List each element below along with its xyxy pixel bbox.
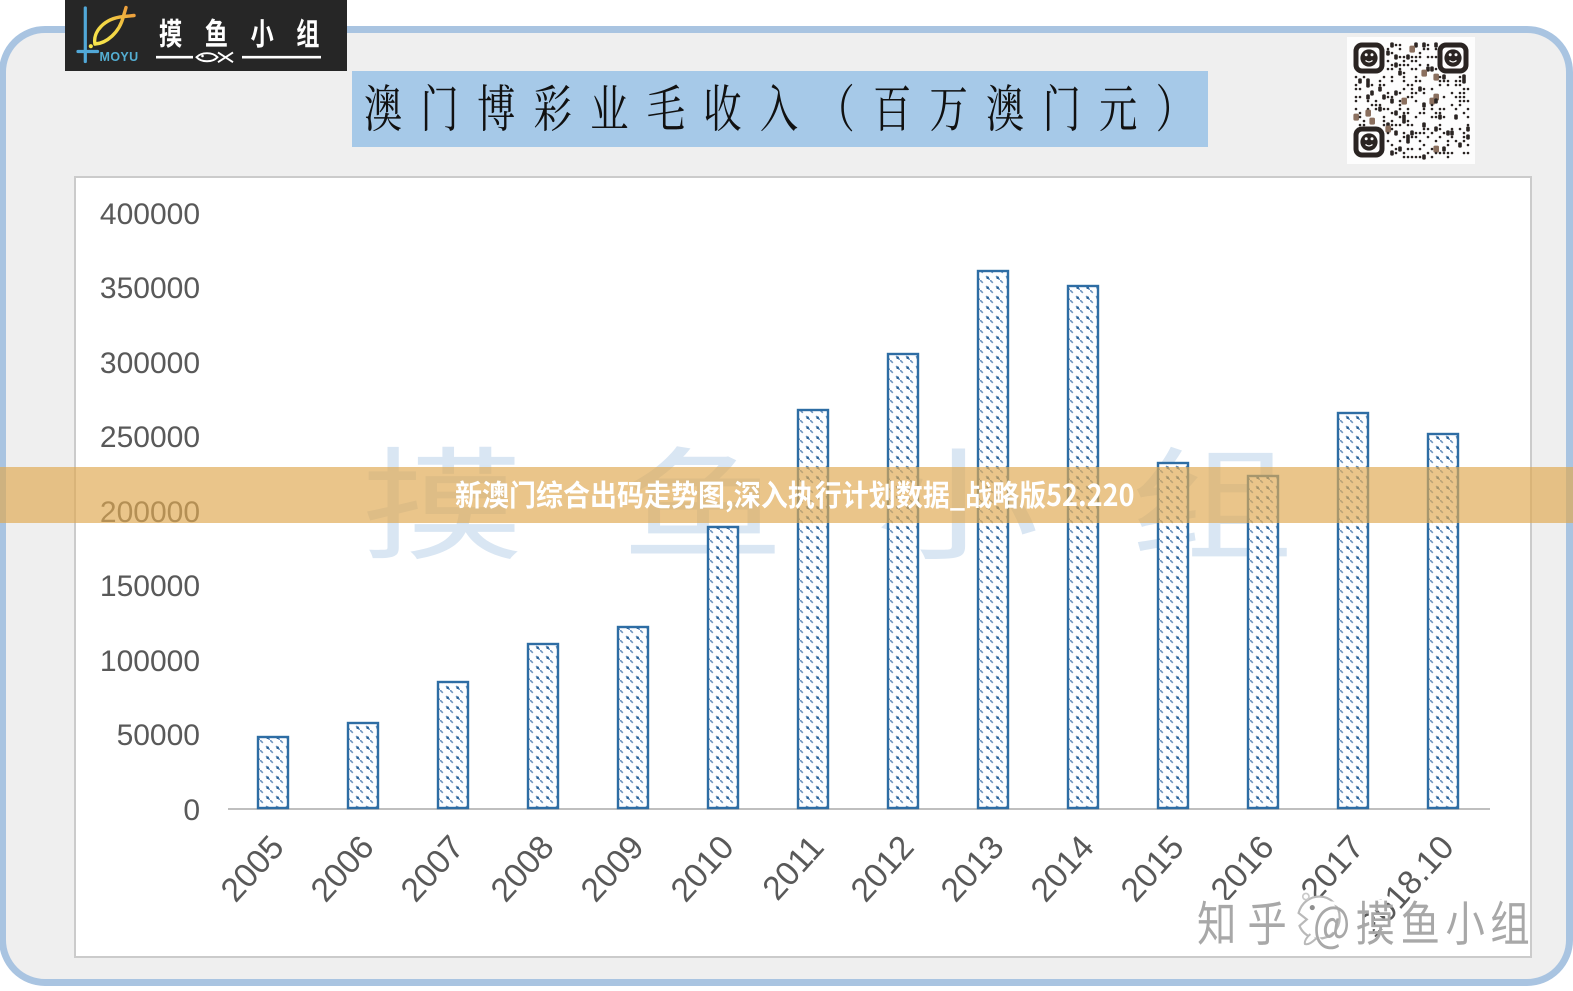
svg-text:MOYU: MOYU xyxy=(100,50,139,64)
